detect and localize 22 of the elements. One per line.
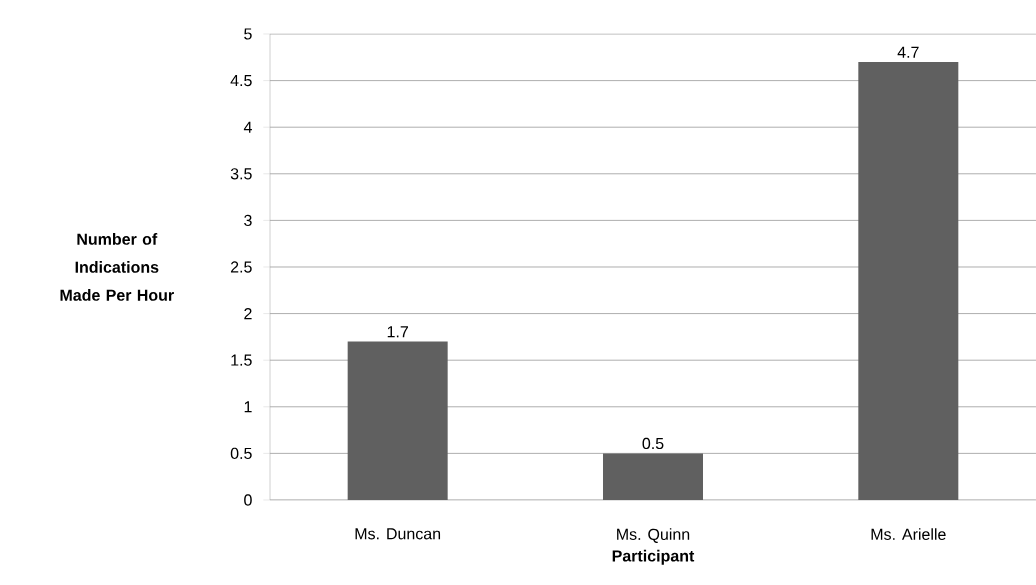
y-tick-label: 0	[244, 494, 252, 506]
x-tick-label: Ms. Quinn	[617, 528, 690, 543]
y-tick-label: 2.5	[230, 261, 252, 273]
y-tick-label: 3.5	[230, 168, 252, 180]
bar	[858, 61, 959, 500]
bar	[603, 453, 703, 500]
bar	[347, 341, 448, 500]
y-tick-label: 4.5	[230, 75, 252, 87]
x-axis-title: Participant	[612, 549, 695, 565]
x-tick-label: Ms. Arielle	[871, 528, 946, 540]
y-tick-label: 5	[244, 28, 252, 40]
y-tick-label: 3	[244, 214, 252, 227]
y-tick-label: 4	[243, 121, 252, 133]
x-tick-label: Ms. Duncan	[355, 528, 441, 540]
data-label: 4.7	[897, 46, 919, 58]
y-tick-label: 0.5	[230, 447, 252, 460]
y-tick-label: 1.5	[231, 354, 252, 366]
data-label: 0.5	[642, 437, 664, 450]
y-tick-label: 2	[244, 308, 252, 320]
y-axis-title: Number of Indications Made Per Hour	[60, 233, 174, 301]
y-tick-label: 1	[244, 401, 252, 413]
data-label: 1.7	[387, 326, 408, 338]
